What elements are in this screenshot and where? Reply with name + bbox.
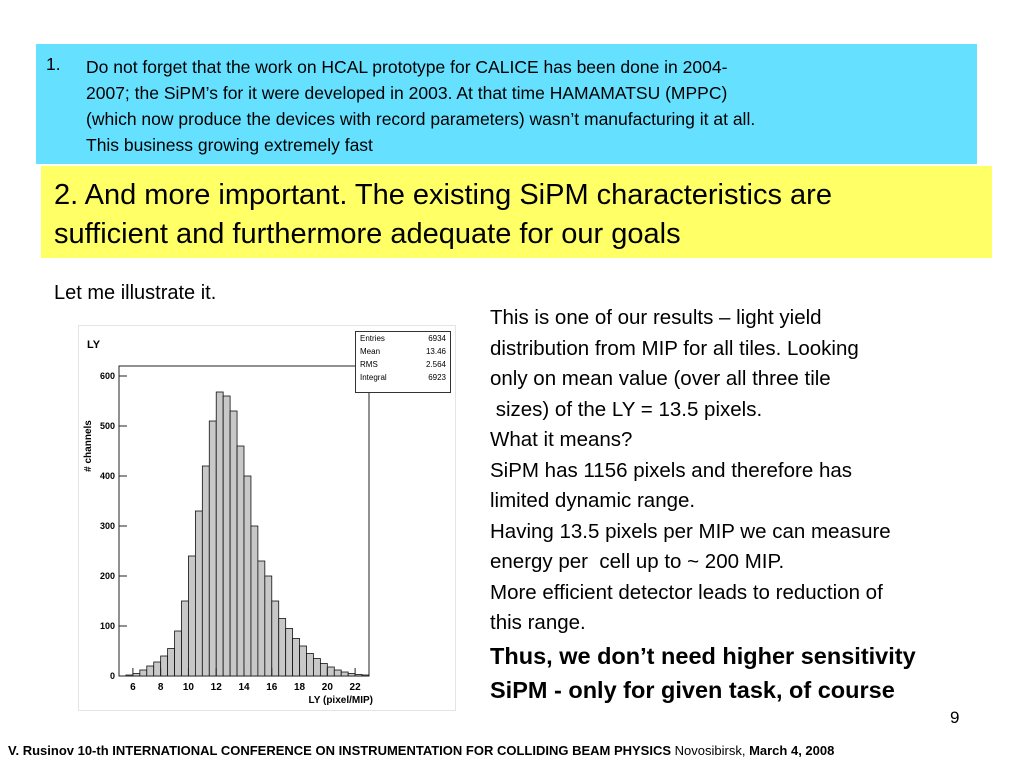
histogram-bar <box>146 665 155 677</box>
histogram-bar <box>292 638 300 677</box>
histogram-bar <box>361 674 370 677</box>
stats-row: RMS 2.564 <box>356 358 450 371</box>
x-tick-label: 18 <box>294 682 306 693</box>
intro-text: Let me illustrate it. <box>54 282 217 304</box>
stats-label: Entries <box>360 334 385 343</box>
x-tick-label: 8 <box>158 682 164 693</box>
y-tick-label: 0 <box>110 671 115 681</box>
note-2-line: 2. And more important. The existing SiPM… <box>54 179 832 211</box>
footer: V. Rusinov 10-th INTERNATIONAL CONFERENC… <box>8 743 834 758</box>
note-1-line: This business growing extremely fast <box>86 135 373 155</box>
histogram-bar <box>340 671 349 677</box>
histogram-bar <box>229 410 238 677</box>
histogram-figure: 6 8 10 12 14 16 18 20 22 0 100 200 300 400 500 600 LY LY … <box>78 325 456 711</box>
histogram-bar <box>215 391 224 677</box>
stats-row: Mean 13.46 <box>356 345 450 358</box>
histogram-bar <box>139 669 148 677</box>
histogram-svg: 6 8 10 12 14 16 18 20 22 0 100 200 300 400 500 600 LY LY … <box>83 339 373 706</box>
note-box-1: 1. Do not forget that the work on HCAL p… <box>36 44 977 164</box>
stats-value: 6923 <box>428 373 446 382</box>
note-1-line: (which now produce the devices with reco… <box>86 109 756 129</box>
y-tick-label: 600 <box>100 371 115 381</box>
stats-value: 13.46 <box>425 347 446 356</box>
y-tick-label: 300 <box>100 521 115 531</box>
stats-value: 6934 <box>428 334 446 343</box>
histogram-bar <box>326 666 335 677</box>
note-1-line: Do not forget that the work on HCAL prot… <box>86 57 728 77</box>
conclusion-line: Thus, we don’t need higher sensitivity <box>490 642 916 669</box>
stats-value: 2.564 <box>425 360 446 369</box>
x-axis-label: LY (pixel/MIP) <box>309 695 373 706</box>
histogram-bar <box>167 648 175 677</box>
histogram-bar <box>347 673 356 677</box>
stats-row: Entries 6934 <box>356 332 450 345</box>
description-line: distribution from MIP for all tiles. Loo… <box>490 336 859 360</box>
description-line: More efficient detector leads to reducti… <box>490 580 883 604</box>
x-tick-label: 14 <box>238 682 250 693</box>
note-box-2: 2. And more important. The existing SiPM… <box>41 166 992 258</box>
stats-label: RMS <box>360 360 378 369</box>
histogram-bar <box>132 673 141 677</box>
histogram-bar <box>243 475 252 677</box>
note-1-number: 1. <box>46 54 61 74</box>
note-1-line: 2007; the SiPM’s for it were developed i… <box>86 83 728 103</box>
stats-label: Integral <box>360 373 387 382</box>
note-1-text: Do not forget that the work on HCAL prot… <box>86 54 966 158</box>
y-tick-label: 400 <box>100 471 115 481</box>
x-tick-label: 20 <box>322 682 334 693</box>
description-text: This is one of our results – light yield… <box>490 303 1020 707</box>
note-2-line: sufficient and furthermore adequate for … <box>54 218 681 250</box>
stats-label: Mean <box>360 347 381 356</box>
y-tick-label: 200 <box>100 571 115 581</box>
histogram-bar <box>222 395 231 677</box>
histogram-bar <box>153 661 162 677</box>
histogram-bar <box>306 653 314 677</box>
x-tick-label: 6 <box>130 682 136 693</box>
footer-date: March 4, 2008 <box>749 743 835 758</box>
histogram-bar <box>160 655 169 677</box>
histogram-bar <box>285 628 294 677</box>
description-line: sizes) of the LY = 13.5 pixels. <box>490 397 763 421</box>
histogram-bar <box>194 510 203 677</box>
x-tick-label: 12 <box>211 682 223 693</box>
histogram-bar <box>208 420 217 677</box>
histogram-bar <box>174 630 182 677</box>
stats-box: Entries 6934 Mean 13.46 RMS 2.564 Integral 6… <box>355 331 451 393</box>
histogram-bar <box>319 663 328 677</box>
page-number: 9 <box>950 708 960 727</box>
histogram-bar <box>250 525 259 677</box>
histogram-bar <box>181 600 189 677</box>
histogram-bar <box>313 658 321 677</box>
footer-place: Novosibirsk, <box>671 743 750 758</box>
y-tick-label: 500 <box>100 421 115 431</box>
conclusion-line: SiPM - only for given task, of course <box>490 676 895 703</box>
histogram-bar <box>333 669 342 677</box>
description-line: Having 13.5 pixels per MIP we can measur… <box>490 519 891 543</box>
histogram-bar <box>278 618 287 677</box>
histogram-bar <box>201 465 210 677</box>
stats-row: Integral 6923 <box>356 371 450 384</box>
x-tick-label: 10 <box>183 682 195 693</box>
x-tick-label: 16 <box>266 682 278 693</box>
description-line: SiPM has 1156 pixels and therefore has <box>490 458 853 482</box>
footer-author: V. Rusinov 10-th INTERNATIONAL CONFERENC… <box>8 743 672 758</box>
description-line: What it means? <box>490 428 633 451</box>
x-tick-label: 22 <box>350 682 362 693</box>
y-axis-label: # channels <box>83 420 94 472</box>
description-line: this range. <box>490 611 586 634</box>
note-2-text: 2. And more important. The existing SiPM… <box>54 176 989 254</box>
description-line: This is one of our results – light yield <box>490 306 822 329</box>
histogram-bar <box>236 445 245 677</box>
histogram-bar <box>354 674 363 677</box>
description-line: only on mean value (over all three tile <box>490 367 831 390</box>
histogram-bar <box>257 560 266 677</box>
chart-title: LY <box>87 339 101 351</box>
description-line: limited dynamic range. <box>490 489 696 512</box>
histogram-bar <box>299 645 307 677</box>
histogram-bar <box>264 575 273 677</box>
histogram-bar <box>188 555 196 677</box>
y-tick-label: 100 <box>100 621 115 631</box>
description-line: energy per cell up to ~ 200 MIP. <box>490 550 785 573</box>
histogram-bar <box>271 600 280 677</box>
